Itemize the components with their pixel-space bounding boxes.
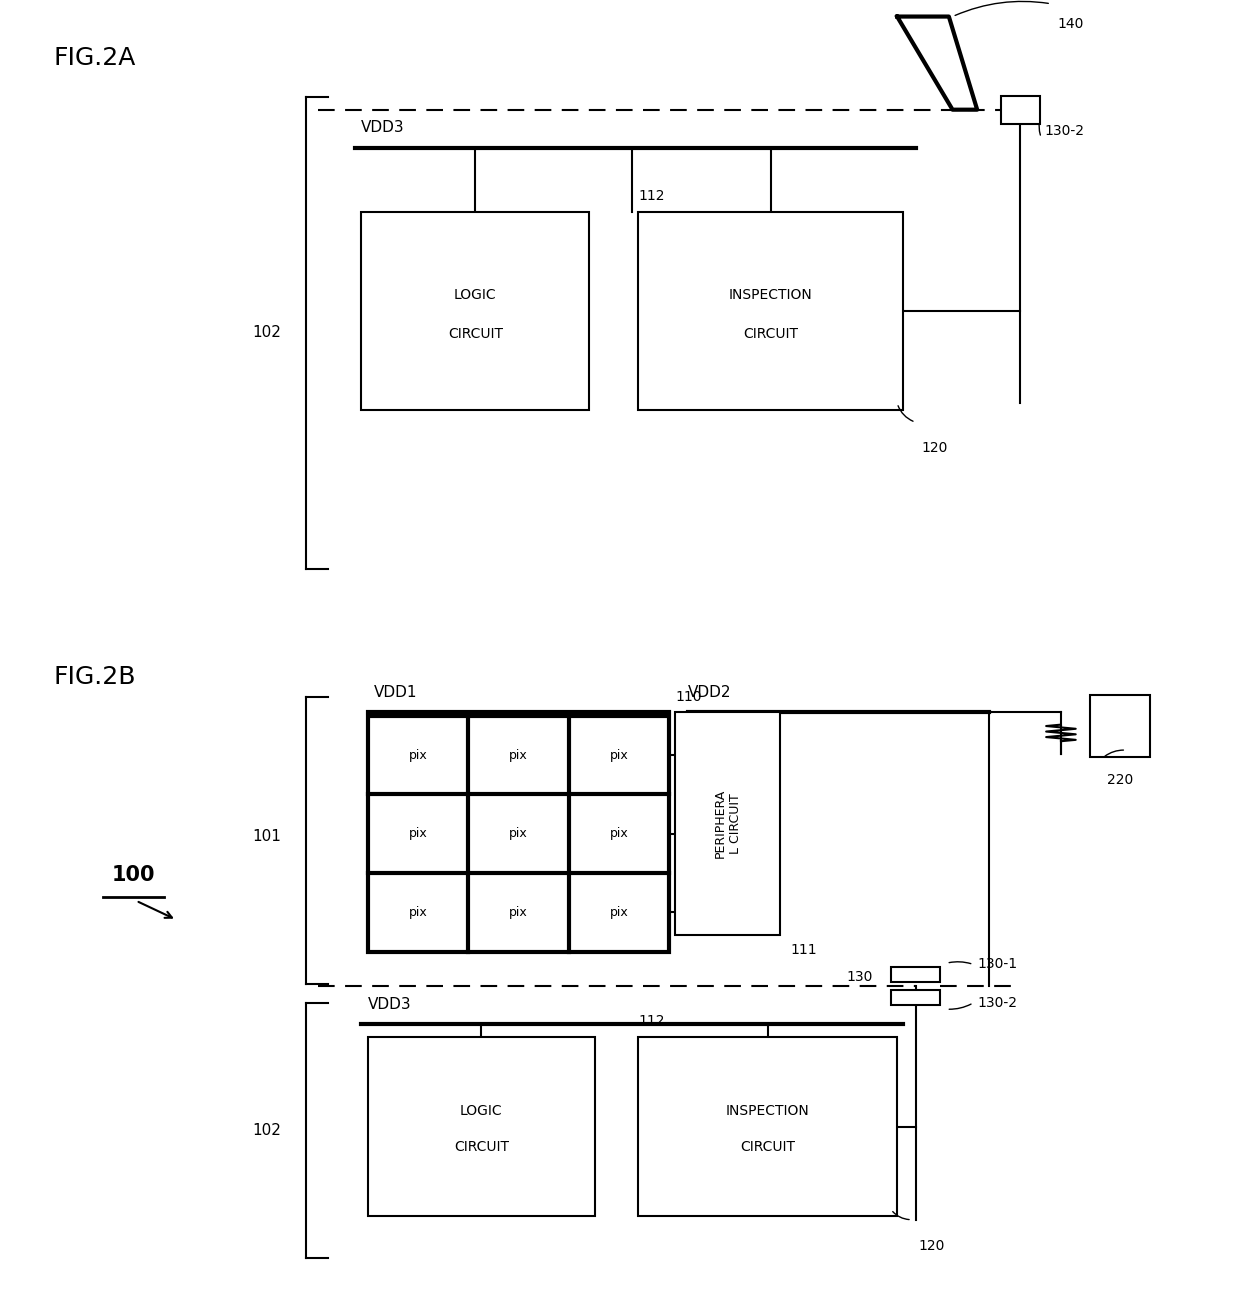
Text: pix: pix <box>610 827 629 840</box>
Text: pix: pix <box>508 827 528 840</box>
Text: 130-1: 130-1 <box>977 958 1017 972</box>
Bar <box>639 1038 897 1216</box>
Text: 112: 112 <box>639 1014 665 1029</box>
Text: CIRCUIT: CIRCUIT <box>454 1140 508 1154</box>
Text: VDD2: VDD2 <box>688 686 732 700</box>
Text: CIRCUIT: CIRCUIT <box>448 326 502 340</box>
Text: 102: 102 <box>253 1123 281 1137</box>
Bar <box>367 1038 595 1216</box>
Text: 112: 112 <box>639 189 665 203</box>
Text: CIRCUIT: CIRCUIT <box>743 326 799 340</box>
Text: 111: 111 <box>790 943 817 956</box>
Bar <box>367 716 670 951</box>
Text: 140: 140 <box>1058 17 1084 31</box>
Bar <box>361 212 589 409</box>
Bar <box>1090 695 1149 757</box>
Text: VDD3: VDD3 <box>361 120 405 135</box>
Text: INSPECTION: INSPECTION <box>729 289 812 303</box>
Text: pix: pix <box>408 906 427 919</box>
Bar <box>639 212 903 409</box>
Bar <box>892 967 940 982</box>
Text: 130-2: 130-2 <box>1045 124 1085 138</box>
Bar <box>676 712 780 936</box>
Text: VDD3: VDD3 <box>367 996 412 1012</box>
Text: pix: pix <box>610 906 629 919</box>
Text: INSPECTION: INSPECTION <box>725 1104 810 1118</box>
Bar <box>1001 96 1040 124</box>
Text: CIRCUIT: CIRCUIT <box>740 1140 795 1154</box>
Text: FIG.2B: FIG.2B <box>53 665 136 688</box>
Text: 102: 102 <box>253 326 281 340</box>
Text: 130: 130 <box>846 970 873 985</box>
Text: 110: 110 <box>676 690 702 704</box>
Text: PERIPHERA
L CIRCUIT: PERIPHERA L CIRCUIT <box>713 789 743 858</box>
Text: 100: 100 <box>112 866 155 885</box>
Bar <box>892 990 940 1005</box>
Text: LOGIC: LOGIC <box>460 1104 502 1118</box>
Text: pix: pix <box>508 906 528 919</box>
Text: 130-2: 130-2 <box>977 996 1017 1009</box>
Text: VDD1: VDD1 <box>373 686 417 700</box>
Text: FIG.2A: FIG.2A <box>53 45 136 70</box>
Text: pix: pix <box>408 827 427 840</box>
Text: pix: pix <box>408 748 427 762</box>
Text: pix: pix <box>508 748 528 762</box>
Text: 101: 101 <box>253 829 281 845</box>
Text: LOGIC: LOGIC <box>454 289 496 303</box>
Text: 120: 120 <box>918 1238 945 1253</box>
Text: pix: pix <box>610 748 629 762</box>
Text: 120: 120 <box>921 441 949 455</box>
Text: 220: 220 <box>1106 773 1133 787</box>
